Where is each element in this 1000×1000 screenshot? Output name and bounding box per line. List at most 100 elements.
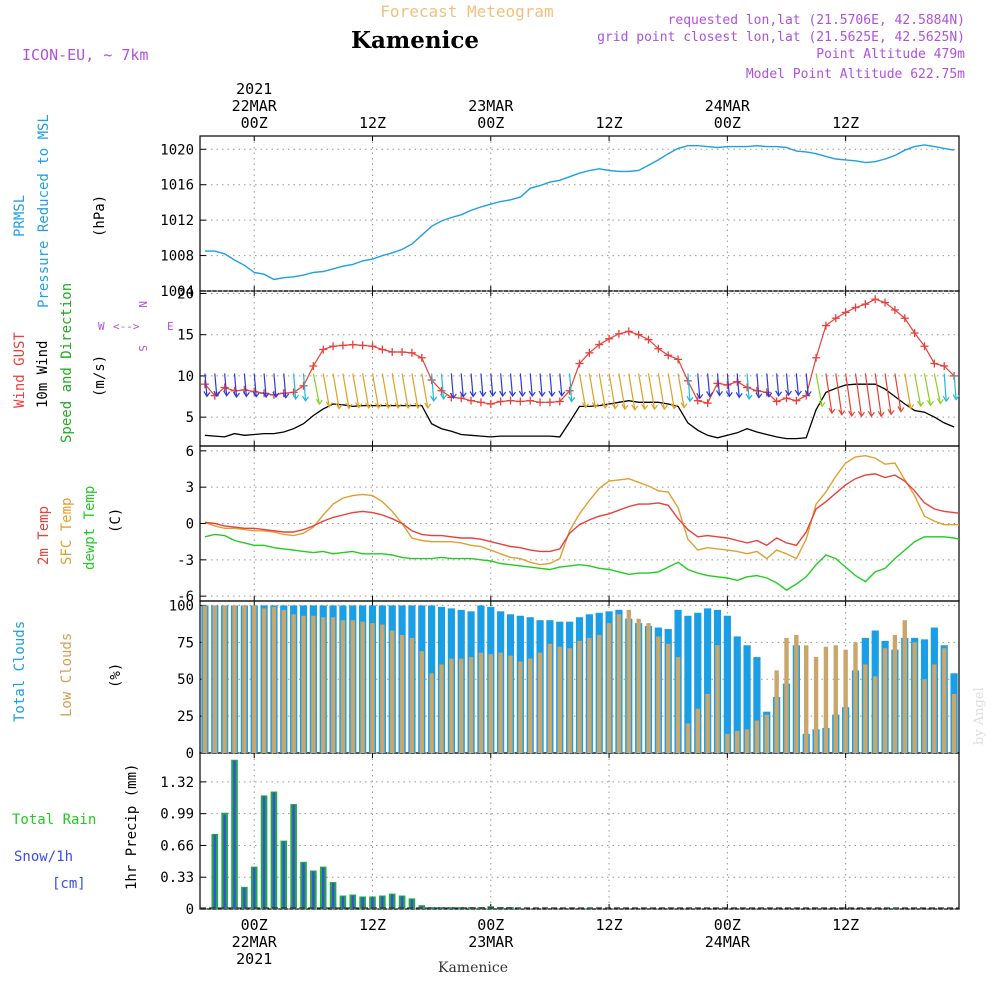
wind-gust-marker [309, 362, 318, 371]
rain-label: Total Rain [12, 812, 96, 828]
wind-direction-arrow [765, 373, 773, 398]
wind-direction-arrow [292, 373, 300, 401]
low-cloud-bar [528, 658, 533, 753]
low-clouds-label: Low Clouds [59, 633, 75, 717]
faded-title: Forecast Meteogram [380, 2, 553, 21]
wind-gust-marker [565, 386, 574, 395]
top-time-label: 24MAR [705, 97, 751, 115]
low-cloud-bar [399, 634, 405, 753]
top-time-label: 00Z [714, 114, 741, 132]
top-time-label: 23MAR [468, 97, 514, 115]
low-cloud-bar [370, 623, 375, 753]
snow-label: Snow/1h [14, 849, 73, 865]
station-title: Kamenice [351, 27, 479, 54]
bottom-time-label: 00Z [477, 916, 504, 934]
wind-gust-marker [407, 348, 416, 357]
low-cloud-bar [459, 658, 464, 753]
wind-direction-arrow [568, 373, 576, 403]
wind-direction-arrow [952, 373, 960, 401]
low-cloud-bar [202, 605, 208, 753]
wind-gust-marker [881, 298, 890, 307]
wind-direction-arrow [301, 373, 309, 402]
top-time-label: 12Z [359, 114, 386, 132]
low-cloud-bar [804, 645, 809, 753]
low-cloud-bar [537, 652, 543, 753]
low-cloud-bar [409, 637, 415, 753]
wind-gust-marker [614, 329, 623, 338]
total-clouds-label: Total Clouds [12, 621, 28, 722]
snow-bar [440, 908, 443, 909]
bottom-time-label: 12Z [832, 916, 859, 934]
snow-bar [400, 896, 404, 909]
wind-direction-arrow [745, 373, 753, 401]
grid-lines [200, 136, 959, 910]
precip-ytick-label: 0.99 [160, 807, 194, 823]
low-cloud-bar [666, 643, 671, 753]
wind-direction-arrow [628, 373, 639, 411]
wind-gust-marker [526, 396, 535, 405]
low-cloud-bar [252, 605, 257, 753]
wind-gust-marker [624, 327, 633, 336]
low-cloud-bar [449, 658, 454, 753]
low-cloud-bar [636, 618, 641, 753]
wind-gust-marker [723, 380, 732, 389]
wind-direction-arrow [755, 373, 763, 399]
temperature-ytick-label: -3 [177, 553, 194, 569]
wind-direction-arrow [598, 373, 609, 410]
credit-watermark: by Angel [972, 687, 987, 745]
wind-direction-arrow [884, 373, 895, 416]
low-cloud-bar [350, 620, 355, 753]
snow-bar [430, 908, 433, 909]
wind-direction-arrow [667, 373, 678, 410]
compass-east: E [167, 320, 174, 333]
wind-gust-marker [812, 353, 821, 362]
wind-direction-arrow [725, 373, 733, 398]
wind-gust-marker [516, 397, 525, 406]
wind-direction-arrow [342, 373, 353, 410]
wind-direction-arrow [914, 373, 925, 408]
low-cloud-bar [675, 657, 681, 753]
snow-bar [381, 896, 384, 909]
wind-direction-arrow [775, 373, 783, 397]
low-cloud-bar [744, 729, 750, 753]
pressure-ytick-label: 1008 [160, 249, 194, 265]
low-cloud-bar [567, 648, 572, 753]
low-cloud-bar [547, 643, 553, 753]
wind-gust-line [204, 298, 955, 405]
compass-north: N [136, 301, 149, 308]
low-cloud-bar [735, 730, 740, 753]
wind-gust-marker [782, 394, 791, 403]
wind-gust-marker [437, 386, 446, 395]
low-cloud-bar [774, 670, 779, 753]
low-cloud-bar [429, 673, 434, 753]
wind-direction-arrow [696, 373, 704, 400]
wind-direction-arrow [854, 373, 865, 418]
low-cloud-bar [478, 652, 484, 753]
low-cloud-bar [715, 645, 720, 753]
wind-direction-arrow [272, 373, 280, 399]
low-cloud-bar [311, 615, 316, 753]
low-cloud-bar [488, 654, 493, 753]
wind-gust-marker [890, 305, 899, 314]
wind-gust-marker [269, 390, 278, 399]
wind-gust-marker [772, 397, 781, 406]
wind-direction-arrow [242, 373, 250, 398]
low-cloud-bar [764, 714, 769, 753]
pressure-label-1: PRMSL [12, 195, 28, 237]
wind-gust-marker [595, 340, 604, 349]
wind-ytick-label: 15 [177, 328, 194, 344]
top-time-label: 12Z [832, 114, 859, 132]
wind-direction-arrow [312, 373, 323, 406]
wind-direction-arrow [223, 373, 231, 397]
wind-gust-marker [644, 335, 653, 344]
bottom-time-label: 2021 [236, 950, 272, 968]
wind-gust-marker [457, 394, 466, 403]
low-cloud-bar [380, 624, 385, 753]
wind-gust-marker [831, 314, 840, 323]
wind-direction-arrow [835, 373, 846, 416]
snow-bar [243, 887, 246, 909]
low-cloud-bar [863, 664, 868, 753]
wind-gust-marker [467, 396, 476, 405]
low-cloud-bar [725, 733, 730, 753]
temp-dewpt-line [204, 533, 959, 591]
